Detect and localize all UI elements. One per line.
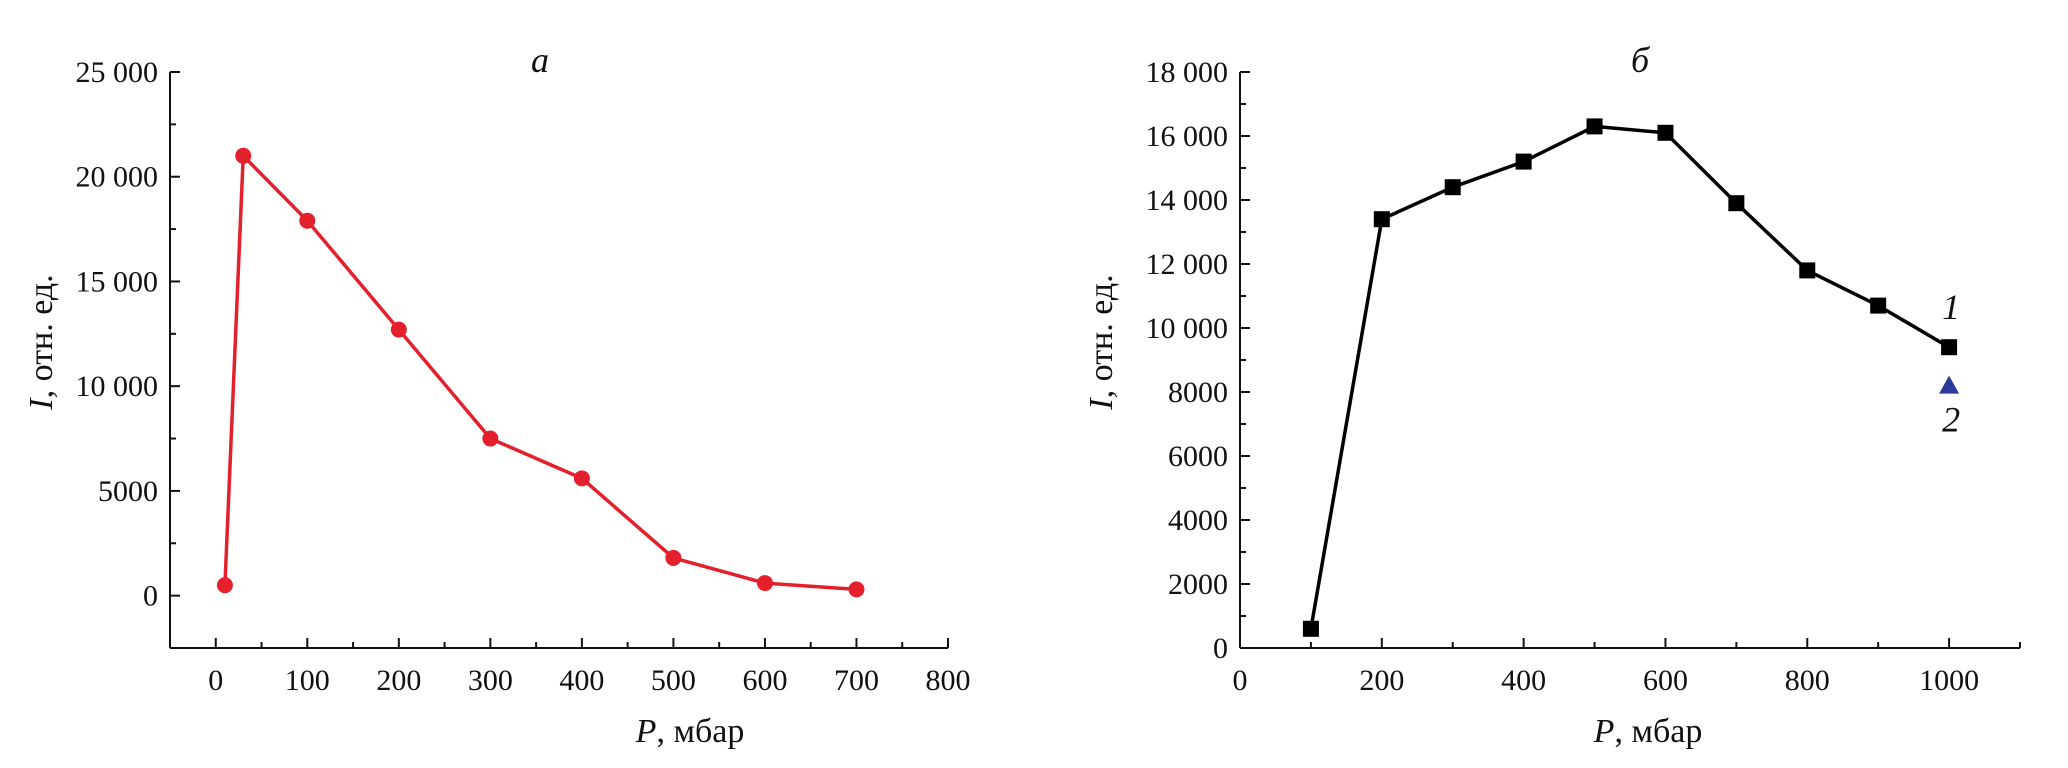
x-tick-label-a: 300: [468, 664, 513, 697]
data-point-b: [1302, 620, 1319, 637]
data-point-b: [1941, 339, 1958, 356]
y-axis-symbol-b: I: [1083, 397, 1120, 411]
data-point-b: [1373, 211, 1390, 228]
y-tick-label-a: 5000: [98, 475, 158, 508]
y-axis-symbol-a: I: [23, 397, 60, 411]
x-tick-label-b: 1000: [1919, 664, 1979, 697]
y-tick-label-b: 16 000: [1146, 120, 1229, 153]
y-tick-label-b: 0: [1213, 632, 1228, 665]
y-tick-label-a: 10 000: [76, 370, 159, 403]
y-tick-label-b: 8000: [1168, 376, 1228, 409]
y-tick-label-b: 10 000: [1146, 312, 1229, 345]
data-point-b: [1870, 297, 1887, 314]
data-point-a: [665, 549, 682, 566]
series-label-1: 1: [1942, 287, 1960, 327]
x-tick-label-a: 700: [834, 664, 879, 697]
x-axis-title-a: P, мбар: [635, 713, 745, 750]
data-point-a: [216, 577, 233, 594]
data-point-a: [848, 581, 865, 598]
data-point-b: [1586, 118, 1603, 135]
chart-panel-b: б P, мбар I, отн. ед. 0 200 400 600 800 1000 0…: [1083, 40, 2021, 750]
x-tick-label-b: 200: [1359, 664, 1404, 697]
x-tick-label-a: 600: [742, 664, 787, 697]
data-point-a: [235, 147, 252, 164]
y-tick-label-a: 15 000: [76, 265, 159, 298]
plot-area-a: 0 100 200 300 400 500 600 700 800 0 5000 10 000 15 0…: [76, 56, 971, 697]
series-line-b-0: [1309, 124, 1950, 630]
y-tick-label-a: 0: [143, 580, 158, 613]
x-tick-label-a: 800: [926, 664, 971, 697]
y-tick-label-b: 2000: [1168, 568, 1228, 601]
x-tick-label-a: 0: [208, 664, 223, 697]
x-tick-label-a: 200: [376, 664, 421, 697]
data-point-a: [482, 430, 499, 447]
data-point-b: [1657, 124, 1674, 141]
y-axis-title-b: I, отн. ед.: [1083, 274, 1120, 410]
x-axis-symbol-b: P: [1593, 713, 1615, 750]
x-axis-symbol-a: P: [635, 713, 657, 750]
y-tick-label-b: 14 000: [1146, 184, 1229, 217]
data-point-b: [1799, 262, 1816, 279]
x-tick-label-b: 600: [1643, 664, 1688, 697]
y-axis-unit-a: , отн. ед.: [23, 274, 60, 398]
series-label-2: 2: [1942, 400, 1960, 440]
y-tick-label-a: 20 000: [76, 161, 159, 194]
data-point-a: [573, 470, 590, 487]
data-point-b: [1515, 153, 1532, 170]
y-tick-label-b: 6000: [1168, 440, 1228, 473]
x-tick-label-b: 0: [1233, 664, 1248, 697]
y-axis-title-a: I, отн. ед.: [23, 274, 60, 410]
x-tick-label-b: 400: [1501, 664, 1546, 697]
y-tick-label-b: 12 000: [1146, 248, 1229, 281]
data-point-b: [1444, 179, 1461, 196]
panel-label-a: а: [531, 40, 549, 80]
data-point-a: [390, 321, 407, 338]
chart-panel-a: а P, мбар I, отн. ед. 0 100 200 300 400 500 60…: [23, 40, 971, 750]
data-point-b: [1728, 195, 1745, 212]
y-tick-label-b: 4000: [1168, 504, 1228, 537]
x-tick-label-a: 400: [559, 664, 604, 697]
x-axis-unit-a: , мбар: [656, 713, 744, 750]
x-axis-title-b: P, мбар: [1593, 713, 1703, 750]
y-tick-label-b: 18 000: [1146, 56, 1229, 89]
data-point-b: [1939, 375, 1960, 394]
y-axis-unit-b: , отн. ед.: [1083, 274, 1120, 398]
data-point-a: [299, 212, 316, 229]
x-axis-unit-b: , мбар: [1614, 713, 1702, 750]
x-tick-label-b: 800: [1785, 664, 1830, 697]
series-line-a-0: [223, 154, 857, 592]
data-point-a: [756, 575, 773, 592]
panel-label-b: б: [1631, 40, 1651, 80]
y-tick-label-a: 25 000: [76, 56, 159, 89]
x-tick-label-a: 500: [651, 664, 696, 697]
x-tick-label-a: 100: [285, 664, 330, 697]
